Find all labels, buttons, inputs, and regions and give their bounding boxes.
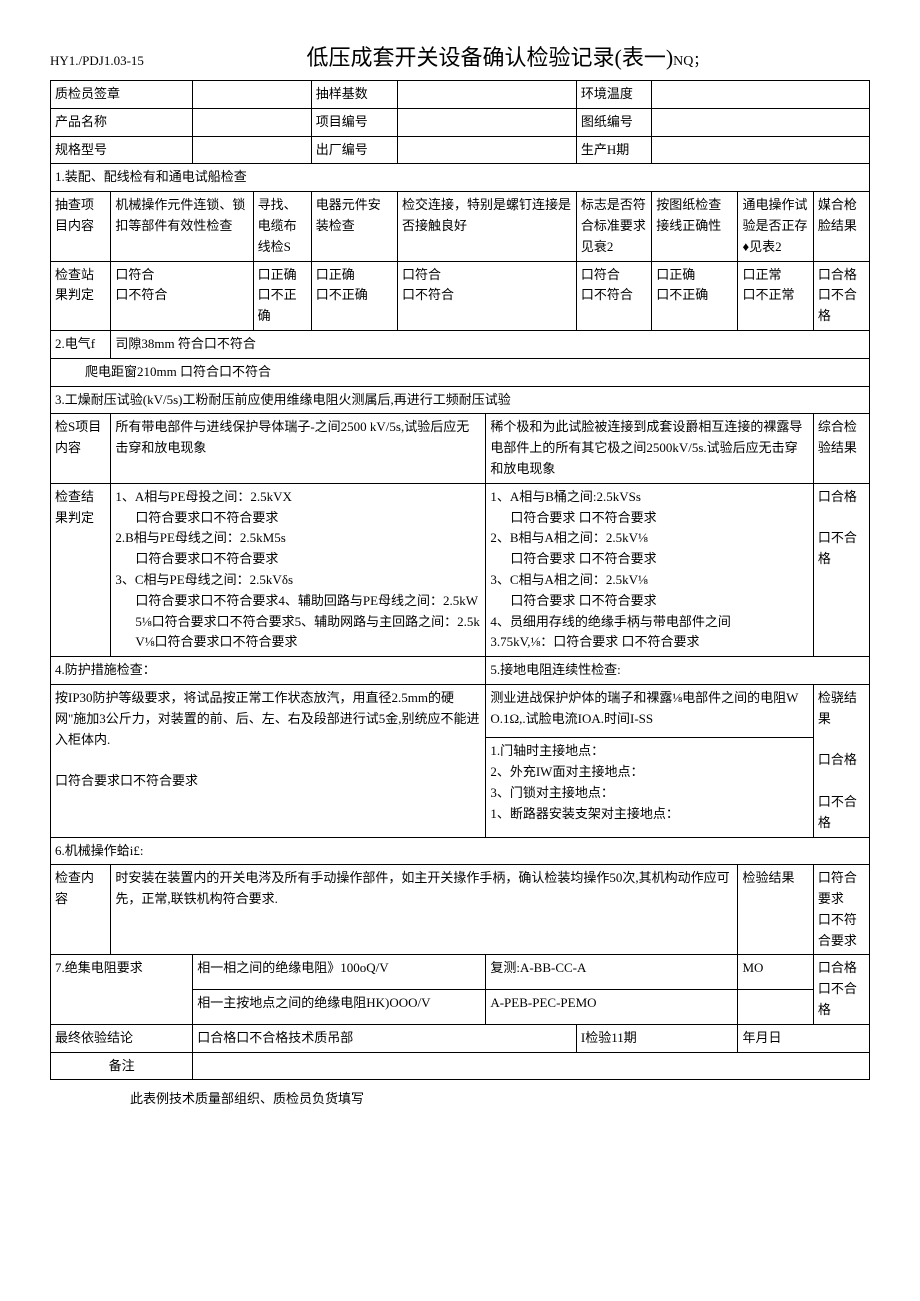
sec1-reslabel: 检查站果判定 xyxy=(51,261,111,330)
sec1-c5: 标志是否符合标准要求见衰2 xyxy=(576,192,651,261)
sec4-title: 4.防护措施检查： xyxy=(51,657,486,685)
sec7-1a: 相一相之间的绝缘电阻》100oQ/V xyxy=(193,955,486,990)
label-temp: 环境温度 xyxy=(576,81,651,109)
sec1-r5[interactable]: 口符合口不符合 xyxy=(576,261,651,330)
label-spec: 规格型号 xyxy=(51,136,193,164)
sec1-r6[interactable]: 口正确口不正确 xyxy=(652,261,738,330)
sec7-2a: 相一主按地点之间的绝缘电阻HK)OOO/V xyxy=(193,990,486,1025)
sec3-judgelabel: 检查结果判定 xyxy=(51,483,111,656)
sec3-left[interactable]: 1、A相与PE母投之间：2.5kVX 口符合要求口不符合要求 2.B相与PE母线… xyxy=(111,483,486,656)
sec3-c2: 稀个极和为此试脸被连接到成套设爵相互连接的裸露导电部件上的所有其它极之间2500… xyxy=(486,414,814,483)
sec1-r4[interactable]: 口符合口不符合 xyxy=(397,261,576,330)
sec7-res[interactable]: 口合格口不合格 xyxy=(813,955,869,1024)
sec7-2c[interactable] xyxy=(738,990,813,1025)
title-suffix: NQ； xyxy=(673,54,707,69)
sec1-c3: 电器元件安装检查 xyxy=(311,192,397,261)
sec2-label: 2.电气f xyxy=(51,330,111,358)
sec4-left[interactable]: 按IP30防护等级要求，将试品按正常工作状态放汽，用直径2.5mm的硬网"施加3… xyxy=(51,684,486,837)
sec3-c3: 综合检验结果 xyxy=(813,414,869,483)
title-text: 低压成套开关设备确认检验记录(表一) xyxy=(307,45,674,70)
sec3-rowlabel: 检S项目内容 xyxy=(51,414,111,483)
field-sample[interactable] xyxy=(397,81,576,109)
sec3-res[interactable]: 口合格 口不合格 xyxy=(813,483,869,656)
sec7-1b: 复测:A-BB-CC-A xyxy=(486,955,738,990)
label-inspector: 质检员签章 xyxy=(51,81,193,109)
sec1-r3[interactable]: 口正确口不正确 xyxy=(311,261,397,330)
sec3-title: 3.工燥耐压试验(kV/5s)工粉耐压前应使用维缘电阻火测属后,再进行工频耐压试… xyxy=(51,386,870,414)
sec6-reslabel: 检验结果 xyxy=(738,865,813,955)
field-factory[interactable] xyxy=(397,136,576,164)
final-note[interactable] xyxy=(193,1052,870,1080)
field-product[interactable] xyxy=(193,108,312,136)
label-sample: 抽样基数 xyxy=(311,81,397,109)
final-c1[interactable]: 口合格口不合格技术质吊部 xyxy=(193,1024,577,1052)
sec5-res[interactable]: 检骁结果 口合格 口不合格 xyxy=(813,684,869,837)
field-date[interactable] xyxy=(652,136,870,164)
sec3-c1: 所有带电部件与进线保护导体瑞子-之间2500 kV/5s,试验后应无击穿和放电现… xyxy=(111,414,486,483)
sec2-line2[interactable]: 爬电距窗210mm 口符合口不符合 xyxy=(51,358,870,386)
sec7-label: 7.绝集电阻要求 xyxy=(51,955,193,1024)
field-spec[interactable] xyxy=(193,136,312,164)
sec1-c6: 按图纸检查接线正确性 xyxy=(652,192,738,261)
sec1-c2: 寻找、电缆布线检S xyxy=(253,192,311,261)
sec1-r7[interactable]: 口正常口不正常 xyxy=(738,261,813,330)
sec1-r1[interactable]: 口符合口不符合 xyxy=(111,261,253,330)
label-factory: 出厂编号 xyxy=(311,136,397,164)
field-inspector[interactable] xyxy=(193,81,312,109)
sec1-title: 1.装配、配线检有和通电试船检查 xyxy=(51,164,870,192)
label-proj: 项目编号 xyxy=(311,108,397,136)
sec1-rowlabel: 抽查项目内容 xyxy=(51,192,111,261)
sec1-c8: 媒合枪脸结果 xyxy=(813,192,869,261)
sec2-line1[interactable]: 司隙38mm 符合口不符合 xyxy=(111,330,870,358)
sec7-1c: MO xyxy=(738,955,813,990)
final-c2: I检验11期 xyxy=(576,1024,738,1052)
sec6-res[interactable]: 口符合要求口不符合要求 xyxy=(813,865,869,955)
final-label: 最终依验结论 xyxy=(51,1024,193,1052)
sec1-r8[interactable]: 口合格口不合格 xyxy=(813,261,869,330)
field-proj[interactable] xyxy=(397,108,576,136)
field-drawing[interactable] xyxy=(652,108,870,136)
sec1-c1: 机械操作元件连锁、锁扣等部件有效性检查 xyxy=(111,192,253,261)
label-date: 生产H期 xyxy=(576,136,651,164)
sec1-c4: 检交连接，特别是螺钉连接是否接触良好 xyxy=(397,192,576,261)
final-note-label: 备注 xyxy=(51,1052,193,1080)
doc-code: HY1./PDJ1.03-15 xyxy=(50,53,144,69)
sec6-rowlabel: 检查内容 xyxy=(51,865,111,955)
label-drawing: 图纸编号 xyxy=(576,108,651,136)
final-c3[interactable]: 年月日 xyxy=(738,1024,870,1052)
sec6-content: 时安装在装置内的开关电涔及所有手动操作部件，如主开关掾作手柄，确认检装均操作50… xyxy=(111,865,738,955)
sec5-title: 5.接地电阻连续性检查: xyxy=(486,657,870,685)
footer-note: 此表例技术质量部组织、质检员负货填写 xyxy=(50,1088,870,1107)
sec5-top: 测业进战保护炉体的瑞子和裸露⅛电部件之间的电阻WO.1Ω,.试脸电流IOA.时间… xyxy=(486,684,814,737)
doc-title: 低压成套开关设备确认检验记录(表一)NQ； xyxy=(144,40,870,72)
sec1-c7: 通电操作试验是否正存♦见表2 xyxy=(738,192,813,261)
field-temp[interactable] xyxy=(652,81,870,109)
main-table: 质检员签章 抽样基数 环境温度 产品名称 项目编号 图纸编号 规格型号 出厂编号… xyxy=(50,80,870,1080)
sec6-title: 6.机械操作蛤i£: xyxy=(51,837,870,865)
label-product: 产品名称 xyxy=(51,108,193,136)
sec3-right[interactable]: 1、A相与B桶之间:2.5kVSs 口符合要求 口不符合要求 2、B相与A相之间… xyxy=(486,483,814,656)
sec5-list[interactable]: 1.门轴时主接地点： 2、外充IW面对主接地点： 3、门锁对主接地点： 1、断路… xyxy=(486,738,814,837)
sec7-2b: A-PEB-PEC-PEMO xyxy=(486,990,738,1025)
sec1-r2[interactable]: 口正确口不正确 xyxy=(253,261,311,330)
